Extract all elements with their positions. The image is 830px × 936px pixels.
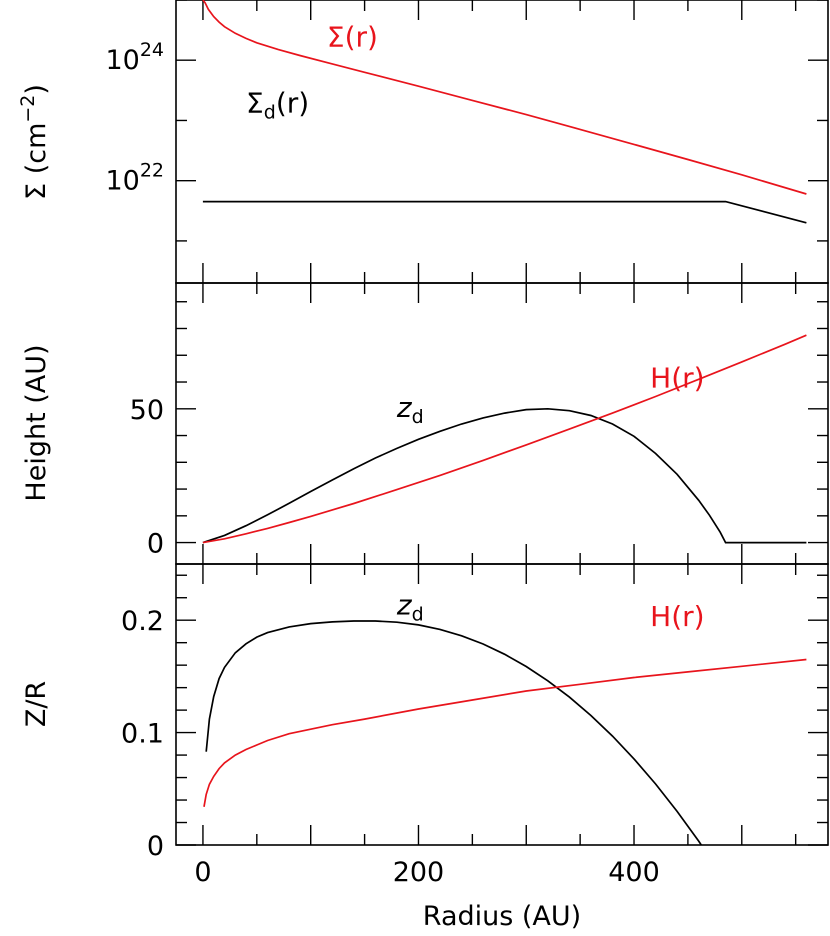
y-tick-label: 1022	[105, 160, 164, 197]
panel-height-ylabel: Height (AU)	[21, 344, 52, 501]
panel-height: 0 50 zd H(r) Height (AU)	[21, 282, 829, 565]
x-tick-label: 0	[194, 857, 211, 888]
series-label: H(r)	[650, 361, 704, 394]
panel-height-series	[202, 334, 807, 544]
series-line-0	[202, 407, 807, 544]
series-line-1	[203, 658, 807, 807]
panel-zr-series	[203, 620, 807, 845]
x-tick-labels: 0 200 400	[194, 857, 659, 888]
series-line-1	[202, 200, 807, 224]
y-tick-label: 0.1	[121, 719, 164, 750]
panel-zr-ylabel: Z/R	[21, 681, 52, 727]
x-tick-label: 200	[393, 857, 445, 888]
y-tick-label: 0	[147, 529, 164, 560]
x-tick-label: 400	[608, 857, 660, 888]
panel-sigma-frame	[175, 0, 829, 284]
series-line-1	[202, 334, 807, 544]
panel-zr: 0 0.1 0.2 zd H(r) Z/R	[21, 563, 829, 862]
panel-zr-annotations: zd H(r)	[396, 589, 705, 633]
series-label: Σ(r)	[327, 20, 378, 53]
x-axis-label: Radius (AU)	[423, 901, 581, 932]
panel-sigma-series	[202, 0, 807, 224]
series-label: zd	[396, 589, 424, 626]
panel-zr-ticks	[176, 564, 828, 846]
panel-sigma-ticks	[176, 0, 828, 283]
panel-sigma-annotations: Σ(r) Σd(r)	[246, 20, 378, 123]
panel-sigma: 1024 1022 Σ(r) Σd(r) Σ (cm−2)	[17, 0, 829, 284]
panel-sigma-ytick-labels: 1024 1022	[105, 39, 164, 196]
panel-zr-frame	[175, 563, 829, 846]
y-tick-label: 0	[147, 831, 164, 862]
series-label: zd	[396, 391, 424, 428]
panel-height-frame	[175, 282, 829, 565]
panel-height-ticks	[176, 283, 828, 564]
series-label: Σd(r)	[246, 87, 309, 124]
y-tick-label: 1024	[105, 39, 164, 76]
y-tick-label: 50	[130, 395, 164, 426]
y-tick-label: 0.2	[121, 606, 164, 637]
series-line-0	[205, 620, 703, 845]
panel-height-annotations: zd H(r)	[396, 361, 705, 427]
series-line-0	[202, 0, 807, 195]
series-label: H(r)	[650, 600, 704, 633]
panel-sigma-ylabel: Σ (cm−2)	[17, 84, 52, 200]
panel-height-ytick-labels: 0 50	[130, 395, 164, 560]
panel-zr-ytick-labels: 0 0.1 0.2	[121, 606, 164, 862]
